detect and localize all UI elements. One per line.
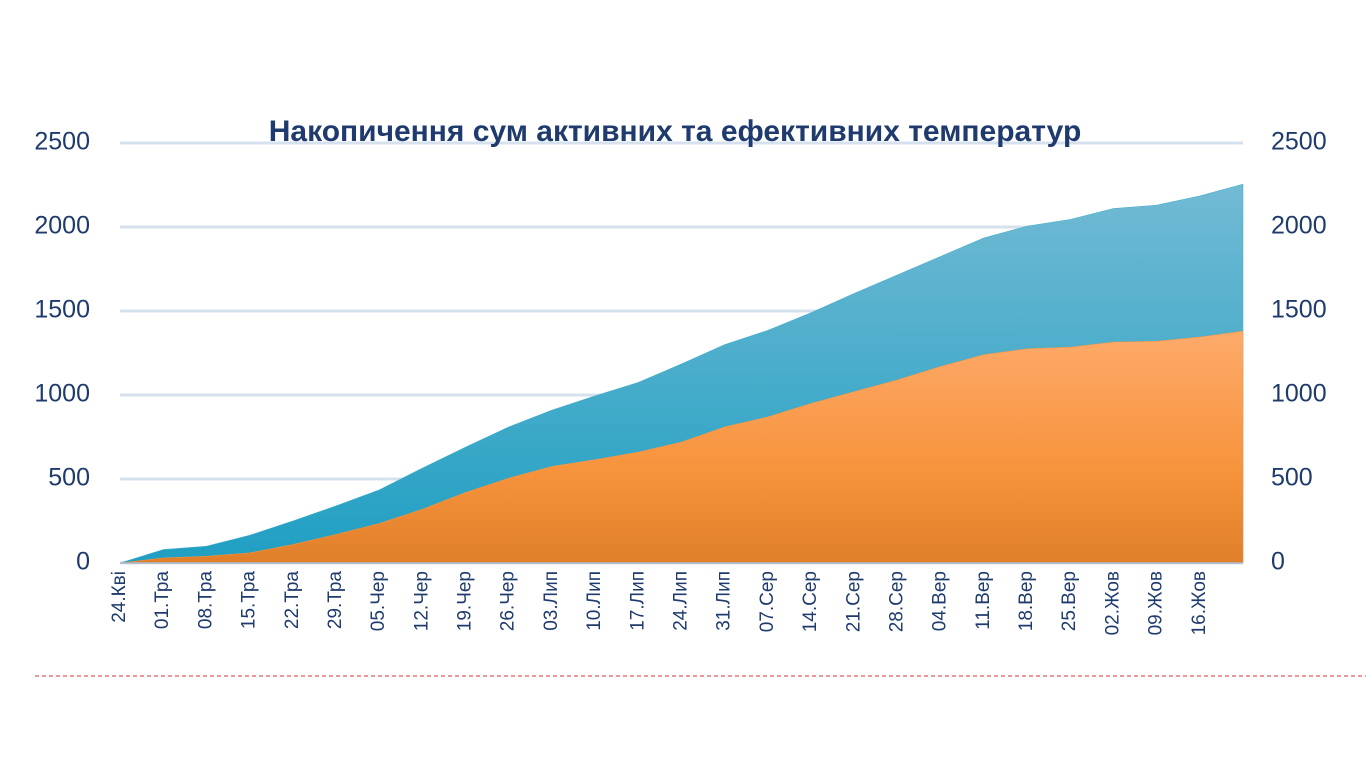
x-tick-label: 05.Чер <box>368 571 389 631</box>
x-tick-label: 22.Тра <box>282 571 303 630</box>
y2-tick-label: 2500 <box>1271 128 1327 156</box>
x-tick-label: 12.Чер <box>411 571 432 631</box>
x-tick-label: 24.Кві <box>109 571 130 623</box>
chart-title: Накопичення сум активних та ефективних т… <box>269 115 1082 148</box>
x-tick-label: 25.Вер <box>1059 571 1080 631</box>
x-tick-label: 19.Чер <box>455 571 476 631</box>
y2-tick-label: 2000 <box>1271 212 1327 240</box>
x-tick-label: 02.Жов <box>1102 571 1123 635</box>
x-tick-label: 03.Лип <box>541 571 562 631</box>
x-tick-label: 10.Лип <box>584 571 605 631</box>
x-tick-label: 16.Жов <box>1189 571 1210 635</box>
x-tick-label: 18.Вер <box>1016 571 1037 631</box>
x-tick-label: 28.Сер <box>886 571 907 632</box>
y2-tick-label: 1500 <box>1271 296 1327 324</box>
x-tick-label: 08.Тра <box>195 571 216 630</box>
y-tick-label: 2500 <box>34 128 90 156</box>
y-tick-label: 2000 <box>34 212 90 240</box>
x-tick-label: 31.Лип <box>714 571 735 631</box>
x-tick-label: 04.Вер <box>930 571 951 631</box>
y-tick-label: 1500 <box>34 296 90 324</box>
x-tick-label: 11.Вер <box>973 571 994 630</box>
y2-tick-label: 500 <box>1271 464 1313 492</box>
x-tick-label: 29.Тра <box>325 571 346 630</box>
y2-tick-label: 1000 <box>1271 380 1327 408</box>
y-tick-label: 0 <box>76 548 90 576</box>
y-tick-label: 1000 <box>34 380 90 408</box>
x-tick-label: 15.Тра <box>239 571 260 630</box>
x-tick-label: 24.Лип <box>671 571 692 631</box>
x-tick-label: 09.Жов <box>1146 571 1167 635</box>
y-tick-label: 500 <box>48 464 90 492</box>
x-tick-label: 07.Сер <box>757 571 778 632</box>
x-tick-label: 21.Сер <box>843 571 864 632</box>
x-tick-label: 14.Сер <box>800 571 821 632</box>
y2-tick-label: 0 <box>1271 548 1285 576</box>
x-tick-label: 26.Чер <box>498 571 519 631</box>
area <box>119 330 1244 564</box>
x-tick-label: 17.Лип <box>627 571 648 631</box>
x-tick-label: 01.Тра <box>152 571 173 630</box>
